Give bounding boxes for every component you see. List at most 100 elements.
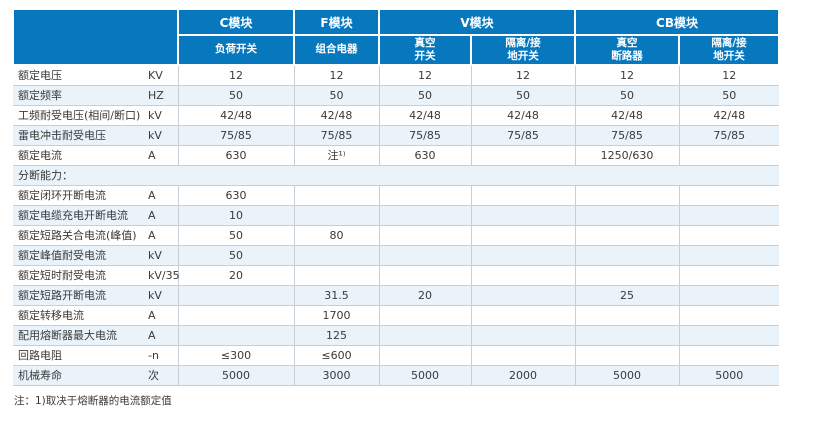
cell-value-col3	[378, 344, 472, 366]
spec-row: 配用熔断器最大电流 A 125	[13, 324, 780, 346]
cell-value-col4	[470, 244, 576, 266]
spec-row: 机械寿命次 5000 3000 5000 2000 5000 5000	[13, 364, 780, 386]
spec-row: 雷电冲击耐受电压 kV 75/85 75/85 75/85 75/85 75/85 75/85	[13, 124, 780, 146]
cell-value-col6	[678, 344, 780, 366]
cell-value-col1: 10	[177, 204, 295, 226]
cell-value-col3: 75/85	[378, 124, 472, 146]
cell-value-col1	[177, 284, 295, 306]
row-unit: A	[146, 224, 179, 246]
cell-value-col5: 75/85	[574, 124, 680, 146]
cell-value-col6	[678, 324, 780, 346]
cell-value-col3: 42/48	[378, 104, 472, 126]
row-unit: A	[146, 304, 179, 326]
row-label: 额定电流	[13, 144, 146, 166]
cell-value-col4	[470, 224, 576, 246]
spec-row: 额定短路关合电流(峰值) A 50 80	[13, 224, 780, 246]
cell-value-col2	[293, 204, 380, 226]
cell-value-col6	[678, 224, 780, 246]
cell-value-col5: 5000	[574, 364, 680, 386]
header-sub-row: 负荷开关 组合电器 真空 开关 隔离/接 地开关 真空 断路器 隔离/接 地开关	[13, 34, 781, 66]
spec-row: 额定电压 KV 12 12 12 12 12 12	[13, 64, 780, 86]
cell-value-col5: 12	[574, 64, 680, 86]
row-label: 机械寿命	[13, 364, 146, 386]
column-subheader-1: 负荷开关	[177, 34, 295, 66]
header-corner-cell	[12, 8, 179, 66]
column-group-2: F模块	[293, 8, 380, 36]
section-row: 分断能力：	[13, 164, 780, 186]
row-unit: kV	[146, 124, 179, 146]
cell-value-col4	[470, 144, 576, 166]
cell-value-col3	[378, 224, 472, 246]
cell-value-col1: 630	[177, 184, 295, 206]
cell-value-col6: 42/48	[678, 104, 780, 126]
cell-value-col4	[470, 204, 576, 226]
cell-value-col3: 12	[378, 64, 472, 86]
cell-value-col6	[678, 264, 780, 286]
spec-row: 额定短路开断电流 kV 31.5 20 25	[13, 284, 780, 306]
cell-value-col6: 50	[678, 84, 780, 106]
cell-value-col5: 50	[574, 84, 680, 106]
cell-value-col1	[177, 324, 295, 346]
row-label: 额定短路开断电流	[13, 284, 146, 306]
cell-value-col3	[378, 324, 472, 346]
cell-value-col2: 3000	[293, 364, 380, 386]
cell-value-col6	[678, 184, 780, 206]
cell-value-col5: 42/48	[574, 104, 680, 126]
cell-value-col5	[574, 224, 680, 246]
row-label: 工频耐受电压(相间/断口)	[13, 104, 146, 126]
row-unit: A	[146, 204, 179, 226]
cell-value-col6	[678, 284, 780, 306]
column-subheader-5: 真空 断路器	[574, 34, 681, 66]
cell-value-col3	[378, 304, 472, 326]
cell-value-col1: 12	[177, 64, 295, 86]
cell-value-col1: 20	[177, 264, 295, 286]
cell-value-col1: 75/85	[177, 124, 295, 146]
cell-value-col6: 5000	[678, 364, 780, 386]
cell-value-col6	[678, 304, 780, 326]
table-body: 额定电压 KV 12 12 12 12 12 12 额定频率 HZ 50 50 50 50 50 50 工频耐受…	[13, 64, 780, 386]
cell-value-col3	[378, 204, 472, 226]
cell-value-col2: 31.5	[293, 284, 380, 306]
section-label: 分断能力：	[13, 164, 780, 186]
cell-value-col1: 5000	[177, 364, 295, 386]
cell-value-col6: 12	[678, 64, 780, 86]
cell-value-col1: ≤300	[177, 344, 295, 366]
cell-value-col2: 50	[293, 84, 380, 106]
spec-row: 额定短时耐受电流 kV/35 20	[13, 264, 780, 286]
row-unit: kV	[146, 284, 179, 306]
footnote: 注：1)取决于熔断器的电流额定值	[14, 394, 172, 407]
row-label: 额定转移电流	[13, 304, 146, 326]
column-group-1: C模块	[177, 8, 295, 36]
cell-value-col5	[574, 264, 680, 286]
cell-value-col2: 75/85	[293, 124, 380, 146]
cell-value-col3	[378, 184, 472, 206]
row-unit: -n	[146, 344, 179, 366]
cell-value-col3	[378, 264, 472, 286]
cell-value-col2: 125	[293, 324, 380, 346]
cell-value-col5	[574, 204, 680, 226]
cell-value-col5	[574, 184, 680, 206]
row-unit: KV	[146, 64, 179, 86]
cell-value-col1: 50	[177, 224, 295, 246]
row-label: 配用熔断器最大电流	[13, 324, 146, 346]
row-label: 雷电冲击耐受电压	[13, 124, 146, 146]
row-label: 额定短时耐受电流	[13, 264, 146, 286]
row-label: 回路电阻	[13, 344, 146, 366]
cell-value-col2: ≤600	[293, 344, 380, 366]
row-unit: A	[146, 184, 179, 206]
row-unit: A	[146, 324, 179, 346]
header-group-row: C模块 F模块 V模块 CB模块	[12, 8, 781, 66]
cell-value-col3	[378, 244, 472, 266]
spec-row: 工频耐受电压(相间/断口) kV 42/48 42/48 42/48 42/48 42/48…	[13, 104, 780, 126]
column-subheader-6: 隔离/接 地开关	[678, 34, 781, 66]
row-label: 额定闭环开断电流	[13, 184, 146, 206]
cell-value-col4: 50	[470, 84, 576, 106]
cell-value-col1	[177, 304, 295, 326]
spec-table: C模块 F模块 V模块 CB模块 负荷开关 组合电器 真空 开关 隔离/接 地开关 真空 断路…	[12, 8, 781, 386]
cell-value-col2: 80	[293, 224, 380, 246]
cell-value-col2: 42/48	[293, 104, 380, 126]
cell-value-col2: 12	[293, 64, 380, 86]
spec-row: 额定频率 HZ 50 50 50 50 50 50	[13, 84, 780, 106]
spec-row: 额定电缆充电开断电流 A 10	[13, 204, 780, 226]
cell-value-col1: 50	[177, 84, 295, 106]
